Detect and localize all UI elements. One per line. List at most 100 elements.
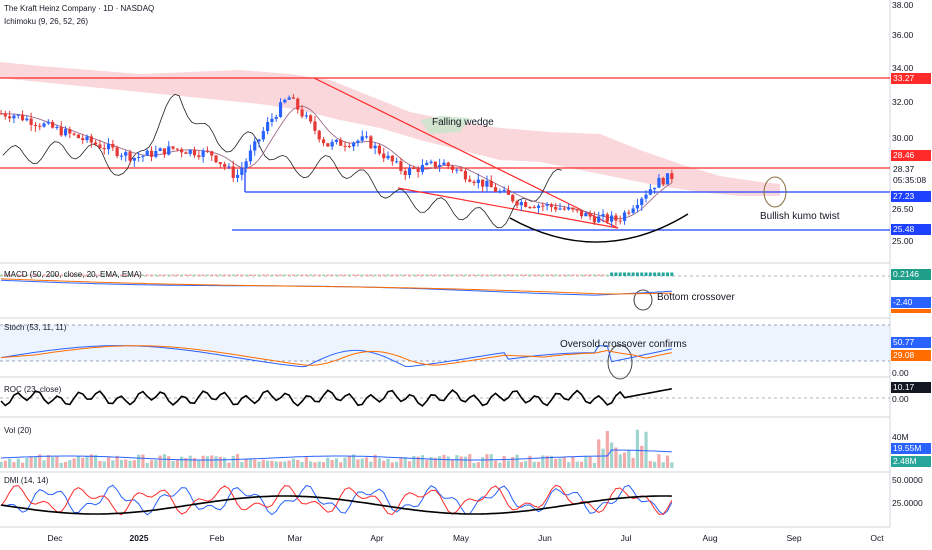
volume-bar	[425, 459, 429, 468]
candle-body	[373, 145, 377, 149]
vol-label[interactable]: Vol (20)	[4, 426, 32, 435]
macd-hist-bar	[459, 274, 463, 276]
volume-bar	[274, 461, 278, 468]
x-tick-label: Jun	[538, 533, 552, 543]
x-tick-label: Sep	[786, 533, 802, 543]
macd-hist-bar	[150, 274, 154, 276]
candle-body	[278, 102, 283, 117]
macd-hist-bar	[567, 274, 571, 276]
volume-bar	[382, 460, 386, 468]
candle-body	[627, 212, 631, 214]
candle-body	[584, 213, 588, 217]
volume-bar	[192, 457, 197, 468]
volume-bar	[395, 461, 399, 468]
volume-bar	[205, 456, 210, 468]
volume-bar	[128, 460, 132, 468]
macd-hist-bar	[399, 274, 403, 276]
candle-body	[326, 143, 330, 147]
volume-bar	[29, 456, 33, 468]
candle-body	[463, 170, 468, 180]
volume-bar	[253, 459, 257, 468]
volume-bar	[270, 460, 274, 468]
macd-hist-bar	[528, 274, 532, 276]
macd-hist-bar	[51, 274, 55, 276]
dmi-adx	[0, 495, 672, 515]
candle-body	[601, 214, 605, 217]
candle-body	[377, 145, 382, 154]
candle-body	[63, 129, 68, 136]
macd-hist-bar	[511, 274, 515, 276]
candle-body	[184, 152, 188, 154]
macd-hist-bar	[661, 272, 665, 276]
macd-hist-bar	[68, 274, 72, 276]
macd-hist-bar	[442, 274, 446, 276]
macd-hist-bar	[33, 274, 37, 276]
volume-bar	[12, 462, 16, 468]
candle-body	[330, 141, 334, 147]
candle-body	[489, 180, 493, 188]
macd-hist-bar	[8, 274, 12, 276]
volume-bar	[63, 461, 68, 468]
candle-body	[450, 166, 455, 170]
stoch-label[interactable]: Stoch (53, 11, 11)	[4, 323, 67, 332]
macd-hist-bar	[128, 274, 132, 276]
volume-bar	[403, 457, 407, 468]
macd-label[interactable]: MACD (50, 200, close, 20, EMA, EMA)	[4, 270, 142, 279]
volume-bar	[326, 457, 330, 468]
macd-hist-bar	[463, 274, 467, 276]
macd-hist-bar	[653, 272, 657, 276]
price-tick: 30.00	[892, 133, 914, 143]
candle-body	[493, 187, 498, 192]
candle-body	[76, 134, 81, 139]
macd-hist-bar	[102, 274, 106, 276]
candle-body	[46, 121, 50, 124]
volume-bar	[506, 460, 511, 468]
dmi-minus	[0, 484, 673, 516]
macd-hist-bar	[76, 274, 80, 276]
dmi-label[interactable]: DMI (14, 14)	[4, 476, 49, 485]
ichimoku-label[interactable]: Ichimoku (9, 26, 52, 26)	[4, 17, 89, 26]
macd-hist-bar	[425, 274, 429, 276]
volume-bar	[317, 461, 321, 468]
volume-bar	[3, 460, 7, 468]
macd-hist-bar	[145, 274, 149, 276]
volume-bar	[541, 455, 545, 468]
volume-bar	[240, 461, 244, 468]
volume-bar	[627, 449, 631, 468]
volume-bar	[197, 460, 201, 468]
volume-bar	[89, 454, 93, 468]
candle-body	[231, 166, 235, 178]
dmi-plus	[0, 484, 673, 516]
candle-body	[81, 138, 85, 141]
volume-bar	[571, 456, 575, 468]
stoch-d-tag: 29.08	[891, 350, 931, 361]
macd-hist-bar	[373, 274, 377, 276]
volume-bar	[106, 456, 111, 468]
volume-bar	[657, 454, 661, 468]
volume-bar	[38, 454, 42, 468]
candle-body	[562, 208, 566, 210]
macd-hist-bar	[519, 274, 523, 276]
candle-body	[29, 118, 33, 126]
candle-body	[588, 213, 592, 217]
wedge-lower	[397, 187, 619, 229]
volume-bar	[266, 460, 270, 468]
volume-bar	[141, 454, 145, 468]
volume-bar	[257, 461, 261, 468]
candle-body	[94, 142, 98, 145]
volume-bar	[76, 456, 81, 468]
macd-hist-bar	[433, 274, 437, 276]
volume-bar	[545, 455, 549, 468]
macd-hist-bar	[635, 272, 639, 276]
volume-bar	[536, 461, 541, 468]
volume-bar	[352, 454, 356, 468]
volume-bar	[235, 454, 240, 468]
roc-label[interactable]: ROC (23, close)	[4, 385, 62, 394]
candle-body	[132, 157, 136, 161]
candle-body	[386, 155, 390, 159]
macd-hist-bar	[309, 274, 313, 276]
macd-hist-bar	[223, 274, 227, 276]
macd-hist-bar	[451, 274, 455, 276]
volume-bar	[369, 461, 373, 468]
